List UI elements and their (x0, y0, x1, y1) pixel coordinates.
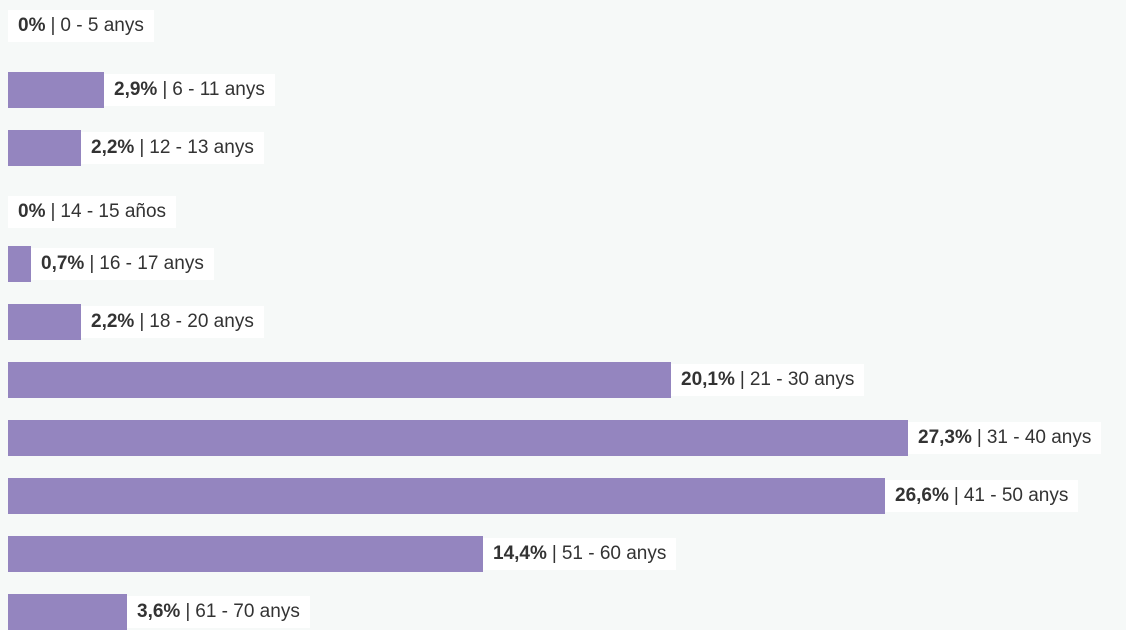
bar-label: 0% | 0 - 5 anys (8, 10, 154, 42)
bar-label: 2,2% | 18 - 20 anys (81, 306, 264, 338)
bar-row: 27,3% | 31 - 40 anys (8, 420, 1102, 456)
value-label: 14,4% (493, 543, 547, 564)
category-label: 41 - 50 anys (963, 485, 1069, 506)
label-separator: | (50, 15, 56, 36)
value-label: 0% (18, 15, 46, 36)
category-label: 16 - 17 anys (99, 253, 204, 274)
label-separator: | (976, 427, 982, 448)
category-label: 12 - 13 anys (149, 137, 254, 158)
category-label: 14 - 15 años (60, 201, 167, 222)
category-label: 0 - 5 anys (60, 15, 144, 36)
value-label: 2,9% (114, 79, 158, 100)
category-label: 6 - 11 anys (172, 79, 265, 100)
bar-row: 2,2% | 12 - 13 anys (8, 130, 264, 166)
category-label: 31 - 40 anys (986, 427, 1092, 448)
label-separator: | (89, 253, 95, 274)
bar-label: 0% | 14 - 15 años (8, 196, 177, 228)
value-label: 2,2% (91, 137, 135, 158)
value-label: 0,7% (41, 253, 85, 274)
value-label: 27,3% (918, 427, 972, 448)
bar-label: 2,9% | 6 - 11 anys (104, 74, 275, 106)
bar-row: 14,4% | 51 - 60 anys (8, 536, 677, 572)
bar-row: 0,7% | 16 - 17 anys (8, 246, 214, 282)
bar-row: 3,6% | 61 - 70 anys (8, 594, 310, 630)
label-separator: | (162, 79, 168, 100)
label-separator: | (551, 543, 557, 564)
label-separator: | (739, 369, 745, 390)
label-separator: | (139, 137, 145, 158)
label-separator: | (50, 201, 56, 222)
bar-label: 3,6% | 61 - 70 anys (127, 596, 310, 628)
bar-label: 20,1% | 21 - 30 anys (671, 364, 865, 396)
bar-row: 0% | 0 - 5 anys (8, 8, 154, 44)
value-label: 2,2% (91, 311, 135, 332)
bar (8, 594, 127, 630)
category-label: 61 - 70 anys (195, 601, 300, 622)
bar-label: 2,2% | 12 - 13 anys (81, 132, 264, 164)
category-label: 18 - 20 anys (149, 311, 254, 332)
bar (8, 420, 908, 456)
label-separator: | (185, 601, 191, 622)
category-label: 21 - 30 anys (749, 369, 855, 390)
bar (8, 304, 81, 340)
value-label: 26,6% (895, 485, 949, 506)
bar (8, 362, 671, 398)
bar-row: 26,6% | 41 - 50 anys (8, 478, 1079, 514)
bar-label: 0,7% | 16 - 17 anys (31, 248, 214, 280)
bar (8, 536, 483, 572)
bar (8, 130, 81, 166)
bar-label: 26,6% | 41 - 50 anys (885, 480, 1079, 512)
value-label: 20,1% (681, 369, 735, 390)
bar-row: 20,1% | 21 - 30 anys (8, 362, 865, 398)
bar-row: 0% | 14 - 15 años (8, 194, 177, 230)
value-label: 0% (18, 201, 46, 222)
bar-label: 14,4% | 51 - 60 anys (483, 538, 677, 570)
bar-label: 27,3% | 31 - 40 anys (908, 422, 1102, 454)
category-label: 51 - 60 anys (561, 543, 667, 564)
bar-row: 2,9% | 6 - 11 anys (8, 72, 275, 108)
bar (8, 478, 885, 514)
label-separator: | (139, 311, 145, 332)
bar (8, 72, 104, 108)
bar-row: 2,2% | 18 - 20 anys (8, 304, 264, 340)
value-label: 3,6% (137, 601, 181, 622)
bar (8, 246, 31, 282)
label-separator: | (953, 485, 959, 506)
